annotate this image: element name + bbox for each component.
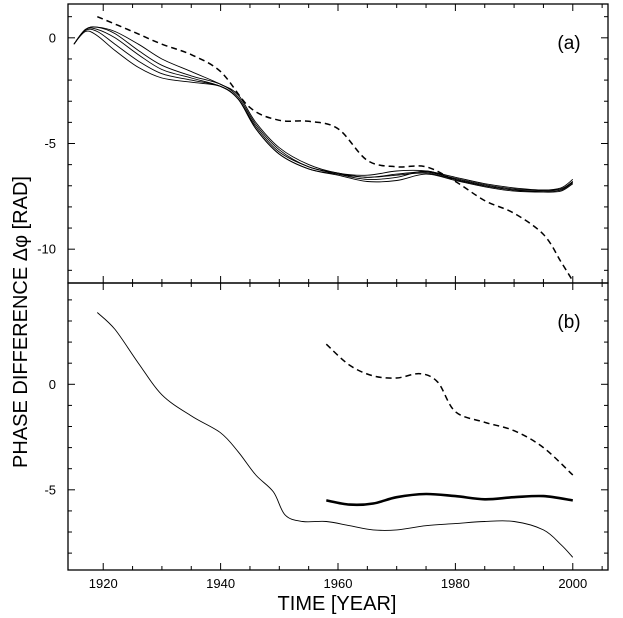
series-line-thin (73, 27, 574, 192)
series-line-thick (326, 492, 573, 507)
panel-frame (67, 282, 609, 571)
series-line-dashed (325, 343, 574, 476)
series-line-thin (96, 312, 574, 558)
y-tick-label: -5 (44, 136, 56, 151)
x-tick-label: 1960 (324, 576, 353, 591)
y-axis-label: PHASE DIFFERENCE Δφ [RAD] (10, 176, 32, 468)
panel-frame (67, 3, 609, 284)
y-tick-label: 0 (49, 377, 56, 392)
panel-label: (b) (557, 312, 580, 333)
series-line-thin (73, 26, 574, 191)
series-line-thin (73, 26, 574, 191)
x-tick-label: 1920 (89, 576, 118, 591)
x-tick-label: 1940 (206, 576, 235, 591)
panel-label: (a) (557, 33, 580, 54)
x-axis-label: TIME [YEAR] (278, 593, 397, 615)
series-line-thin (73, 30, 574, 192)
y-tick-label: -5 (44, 482, 56, 497)
panel-b: 0 -5 (b) 1920 1940 1960 1980 2000 (44, 282, 609, 591)
y-tick-label: 0 (49, 30, 56, 45)
y-tick-label: -10 (37, 242, 56, 257)
x-tick-label: 1980 (441, 576, 470, 591)
panel-a: 0 -5 -10 (a) (37, 3, 609, 284)
series-line-thin (73, 28, 574, 193)
x-tick-label: 2000 (558, 576, 587, 591)
series-line-dashed (97, 16, 574, 282)
